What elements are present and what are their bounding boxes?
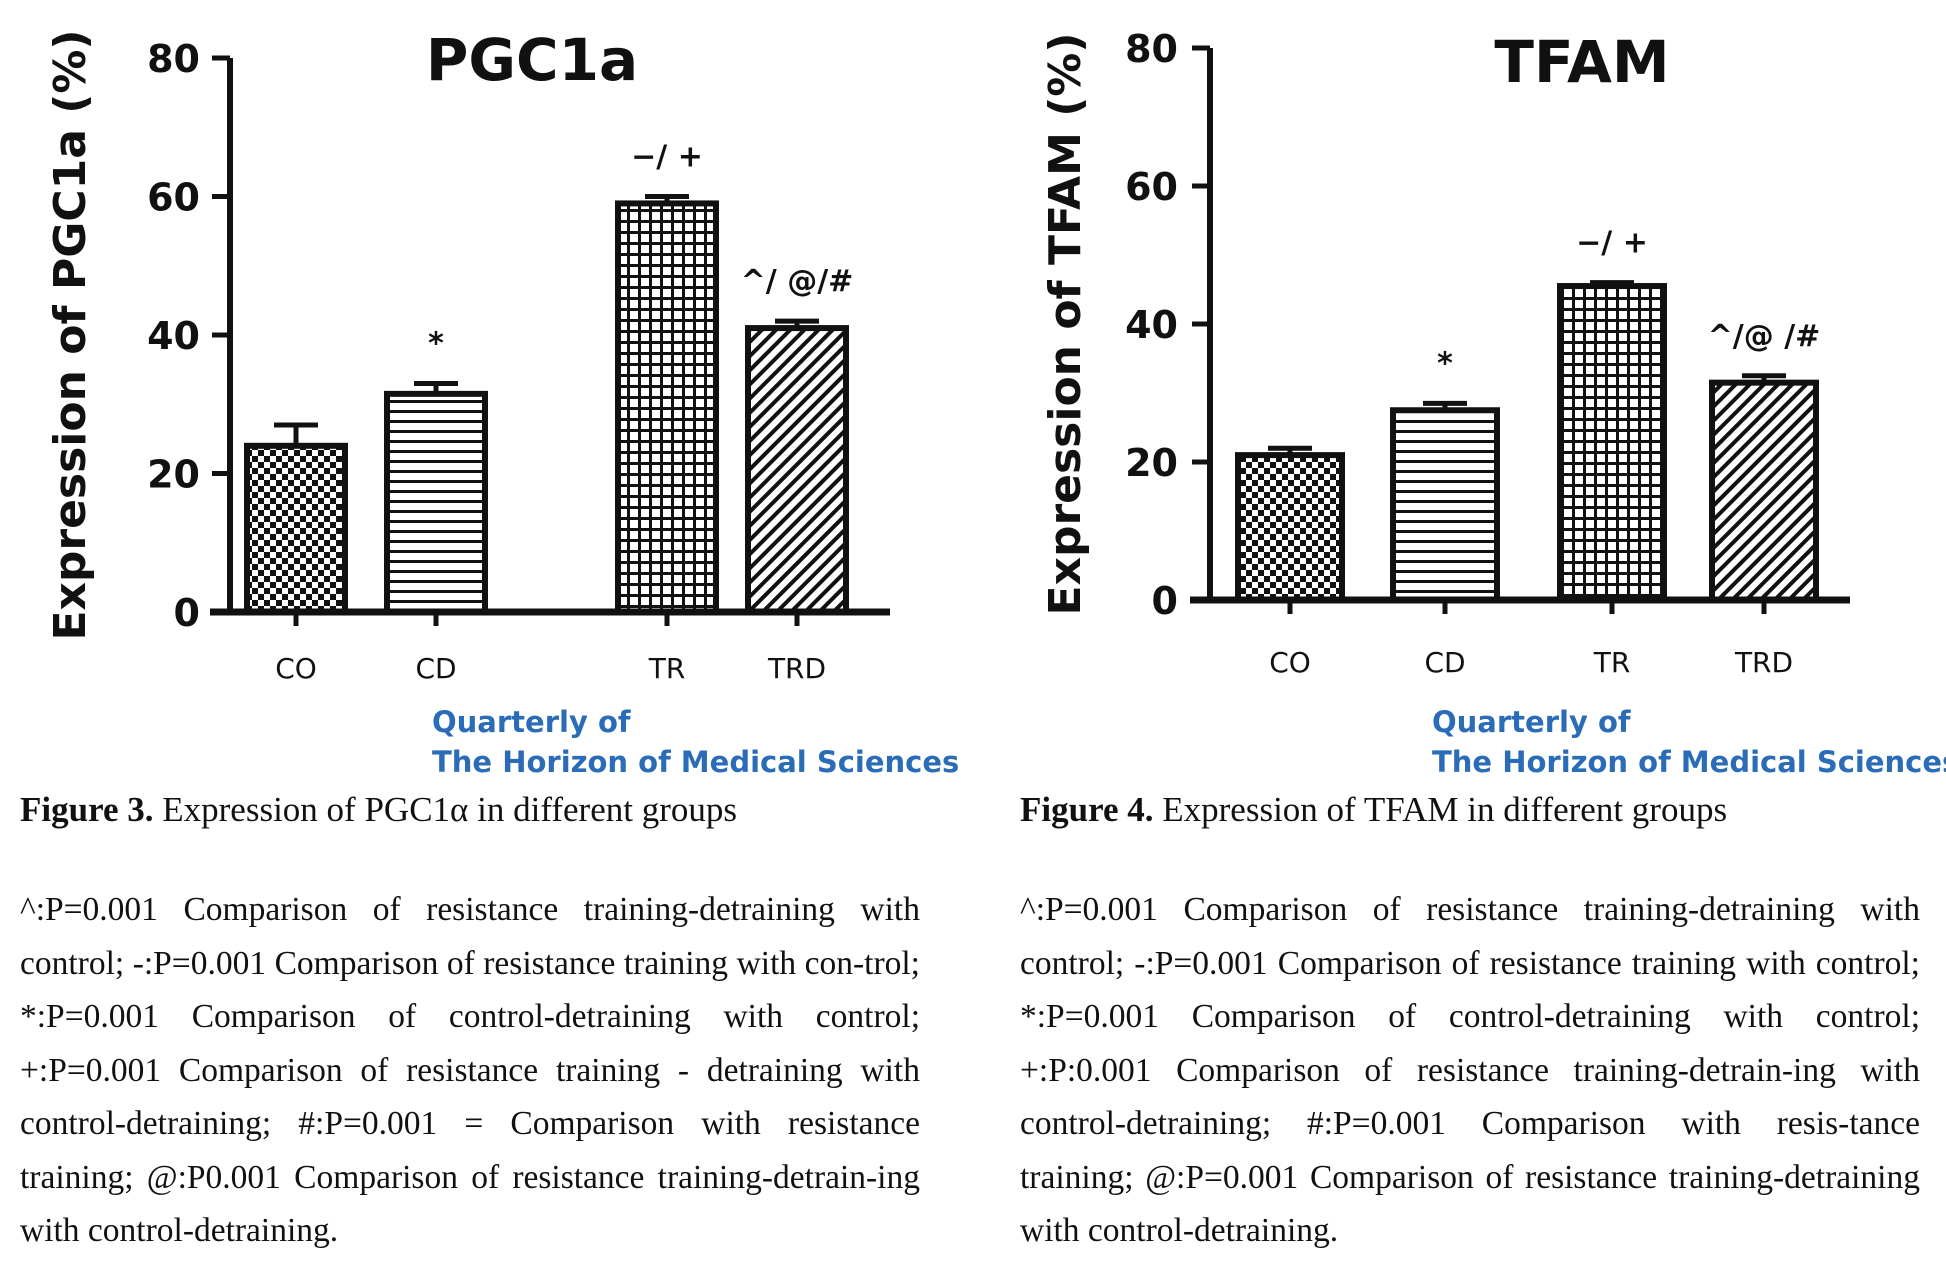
significance-label: −/ +: [1576, 226, 1648, 261]
y-tick-label: 60: [147, 176, 200, 220]
chart-title: PGC1a: [426, 26, 638, 94]
x-tick-label: CD: [1424, 646, 1465, 679]
tfam-bar-chart: TFAM Expression of TFAM (%) CO * CD −/ + TR ^/@…: [1040, 27, 1850, 679]
figure-number: Figure 3.: [20, 790, 154, 829]
y-tick-label: 60: [1125, 165, 1178, 209]
significance-label: *: [1437, 346, 1453, 381]
y-tick-label: 80: [1125, 27, 1178, 71]
bar-cd: [384, 390, 488, 615]
figure-caption-text: Expression of TFAM in different groups: [1153, 790, 1728, 829]
significance-notes: ^:P=0.001 Comparison of resistance train…: [1020, 891, 1920, 1249]
y-axis-label: Expression of PGC1a (%): [45, 29, 96, 640]
x-tick-label: CD: [415, 652, 456, 685]
bar-co: [244, 442, 348, 615]
x-tick-label: CO: [275, 652, 317, 685]
significance-notes: ^:P=0.001 Comparison of resistance train…: [20, 891, 920, 1249]
y-tick-label: 0: [174, 591, 200, 635]
x-tick-label: TRD: [767, 652, 826, 685]
y-tick-label: 40: [147, 314, 200, 358]
significance-label: *: [428, 326, 444, 361]
figure-caption: Figure 3. Expression of PGC1α in differe…: [20, 790, 737, 830]
figure-caption-text: Expression of PGC1α in different groups: [153, 790, 737, 829]
bar-trd: [1709, 379, 1819, 603]
figure-4-panel: TFAM Expression of TFAM (%) CO * CD −/ + TR ^/@…: [1000, 0, 1946, 1283]
figure-caption: Figure 4. Expression of TFAM in differen…: [1020, 790, 1727, 830]
watermark-line-2: The Horizon of Medical Sciences: [432, 745, 960, 779]
bar-trd: [745, 325, 849, 615]
watermark-line-1: Quarterly of: [432, 705, 631, 739]
bar-tr: [615, 200, 719, 616]
y-tick-label: 20: [147, 453, 200, 497]
figure-number: Figure 4.: [1020, 790, 1154, 829]
bar-co: [1235, 452, 1345, 603]
x-tick-label: TR: [1593, 646, 1631, 679]
x-tick-label: TR: [648, 652, 686, 685]
journal-watermark: Quarterly of The Horizon of Medical Scie…: [432, 702, 959, 782]
significance-label: ^/@ /#: [1708, 319, 1821, 354]
significance-label: −/ +: [631, 140, 703, 175]
y-axis-label: Expression of TFAM (%): [1040, 33, 1091, 616]
chart-title: TFAM: [1494, 28, 1669, 96]
pgc1a-bar-chart: PGC1a Expression of PGC1a (%) CO * CD −/ + TR ^…: [45, 26, 890, 685]
journal-watermark: Quarterly of The Horizon of Medical Scie…: [1432, 702, 1946, 782]
y-tick-label: 40: [1125, 303, 1178, 347]
y-tick-label: 20: [1125, 441, 1178, 485]
x-tick-label: TRD: [1734, 646, 1793, 679]
bar-cd: [1390, 407, 1500, 603]
y-tick-label: 80: [147, 37, 200, 81]
watermark-line-2: The Horizon of Medical Sciences: [1432, 745, 1946, 779]
figure-3-panel: PGC1a Expression of PGC1a (%) CO * CD −/ + TR ^…: [0, 0, 960, 1283]
significance-label: ^/ @/#: [741, 264, 854, 299]
watermark-line-1: Quarterly of: [1432, 705, 1631, 739]
y-tick-label: 0: [1152, 579, 1178, 623]
x-tick-label: CO: [1269, 646, 1311, 679]
bar-tr: [1557, 283, 1667, 603]
